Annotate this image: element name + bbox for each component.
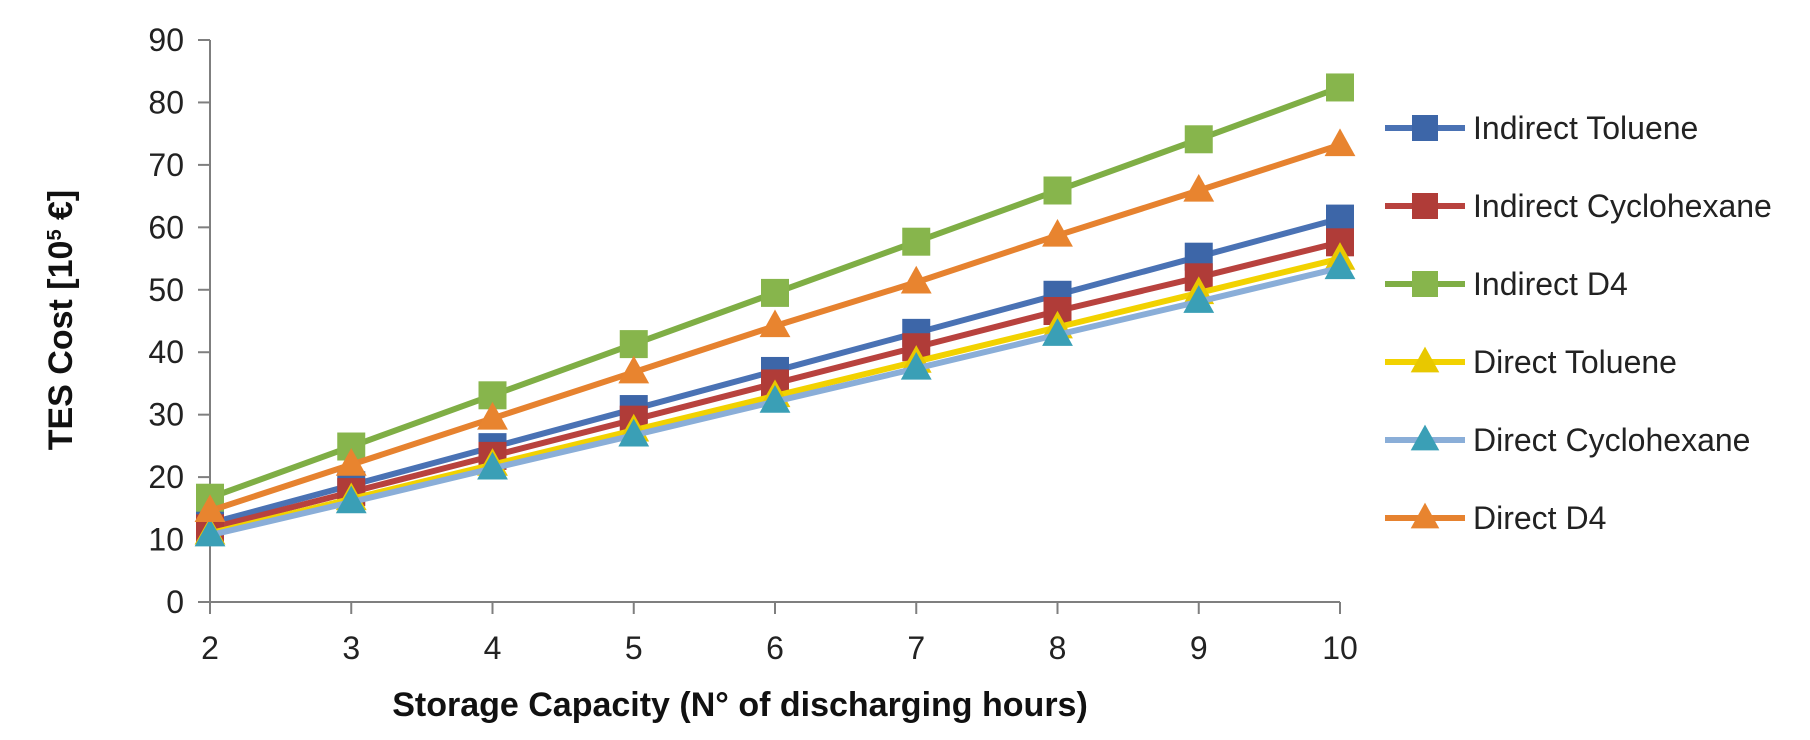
y-axis-title-superscript: 5	[44, 229, 66, 240]
legend: Indirect Toluene Indirect Cyclohexane Indi…	[1385, 110, 1772, 536]
series-layer	[194, 73, 1356, 547]
data-point	[759, 309, 791, 338]
legend-item-4: Direct Cyclohexane	[1385, 422, 1750, 458]
data-point	[477, 401, 508, 430]
data-point	[1183, 285, 1215, 313]
x-tick-label: 3	[342, 630, 360, 666]
legend-marker	[1410, 502, 1440, 529]
data-point	[761, 278, 789, 307]
y-tick-label: 40	[148, 334, 184, 370]
data-point	[335, 485, 367, 514]
y-axis-title-prefix: TES Cost [10	[42, 241, 80, 451]
x-tick-label: 5	[625, 630, 643, 666]
data-point	[1183, 173, 1215, 202]
axes: 0 10 20 30 40 50 60 70 80 90 2 3 4 5 6 7 8 9 10	[148, 22, 1357, 666]
legend-item-5: Direct D4	[1385, 500, 1606, 536]
y-tick-label: 0	[166, 584, 184, 620]
legend-marker	[1412, 271, 1438, 297]
y-tick-label: 90	[148, 22, 184, 58]
data-point	[900, 265, 932, 294]
x-axis-title: Storage Capacity (N° of discharging hour…	[392, 686, 1088, 724]
x-tick-label: 10	[1322, 630, 1358, 666]
y-tick-label: 10	[148, 522, 184, 558]
data-point	[618, 355, 650, 384]
legend-marker	[1410, 424, 1440, 451]
series-2	[196, 73, 1354, 512]
x-tick-label: 8	[1049, 630, 1067, 666]
y-axis-title: TES Cost [105 €]	[42, 190, 80, 451]
data-point	[194, 494, 226, 523]
legend-item-2: Indirect D4	[1385, 266, 1628, 302]
data-point	[1324, 128, 1356, 157]
legend-item-0: Indirect Toluene	[1385, 110, 1698, 146]
data-point	[900, 351, 932, 380]
data-point	[619, 330, 648, 359]
data-point	[1042, 318, 1073, 346]
data-point	[194, 518, 226, 547]
legend-label: Direct Toluene	[1473, 344, 1677, 380]
legend-label: Indirect Toluene	[1473, 110, 1698, 146]
data-point	[1184, 125, 1213, 154]
series-5	[194, 128, 1356, 523]
data-point	[477, 451, 508, 480]
legend-marker	[1412, 193, 1438, 219]
x-tick-label: 2	[201, 630, 219, 666]
legend-label: Indirect Cyclohexane	[1473, 188, 1772, 224]
y-tick-label: 80	[148, 84, 184, 120]
legend-item-3: Direct Toluene	[1385, 344, 1677, 380]
x-tick-label: 7	[907, 630, 925, 666]
legend-label: Direct Cyclohexane	[1473, 422, 1750, 458]
data-point	[1326, 204, 1354, 233]
data-point	[1324, 251, 1356, 280]
x-tick-label: 4	[484, 630, 502, 666]
legend-marker	[1410, 346, 1440, 373]
x-tick-label: 6	[766, 630, 784, 666]
data-point	[1042, 218, 1073, 247]
data-point	[618, 418, 650, 447]
y-axis-title-suffix: €]	[42, 190, 80, 230]
y-tick-label: 50	[148, 272, 184, 308]
y-tick-label: 70	[148, 147, 184, 183]
series-4	[194, 251, 1356, 547]
legend-label: Indirect D4	[1473, 266, 1628, 302]
y-tick-label: 60	[148, 209, 184, 245]
data-point	[759, 385, 791, 413]
data-point	[1043, 176, 1072, 205]
legend-item-1: Indirect Cyclohexane	[1385, 188, 1772, 224]
x-tick-label: 9	[1190, 630, 1208, 666]
y-tick-label: 20	[148, 459, 184, 495]
legend-marker	[1412, 115, 1438, 141]
data-point	[1326, 73, 1354, 102]
y-tick-label: 30	[148, 397, 184, 433]
legend-label: Direct D4	[1473, 500, 1606, 536]
data-point	[902, 227, 931, 256]
data-point	[335, 448, 367, 476]
